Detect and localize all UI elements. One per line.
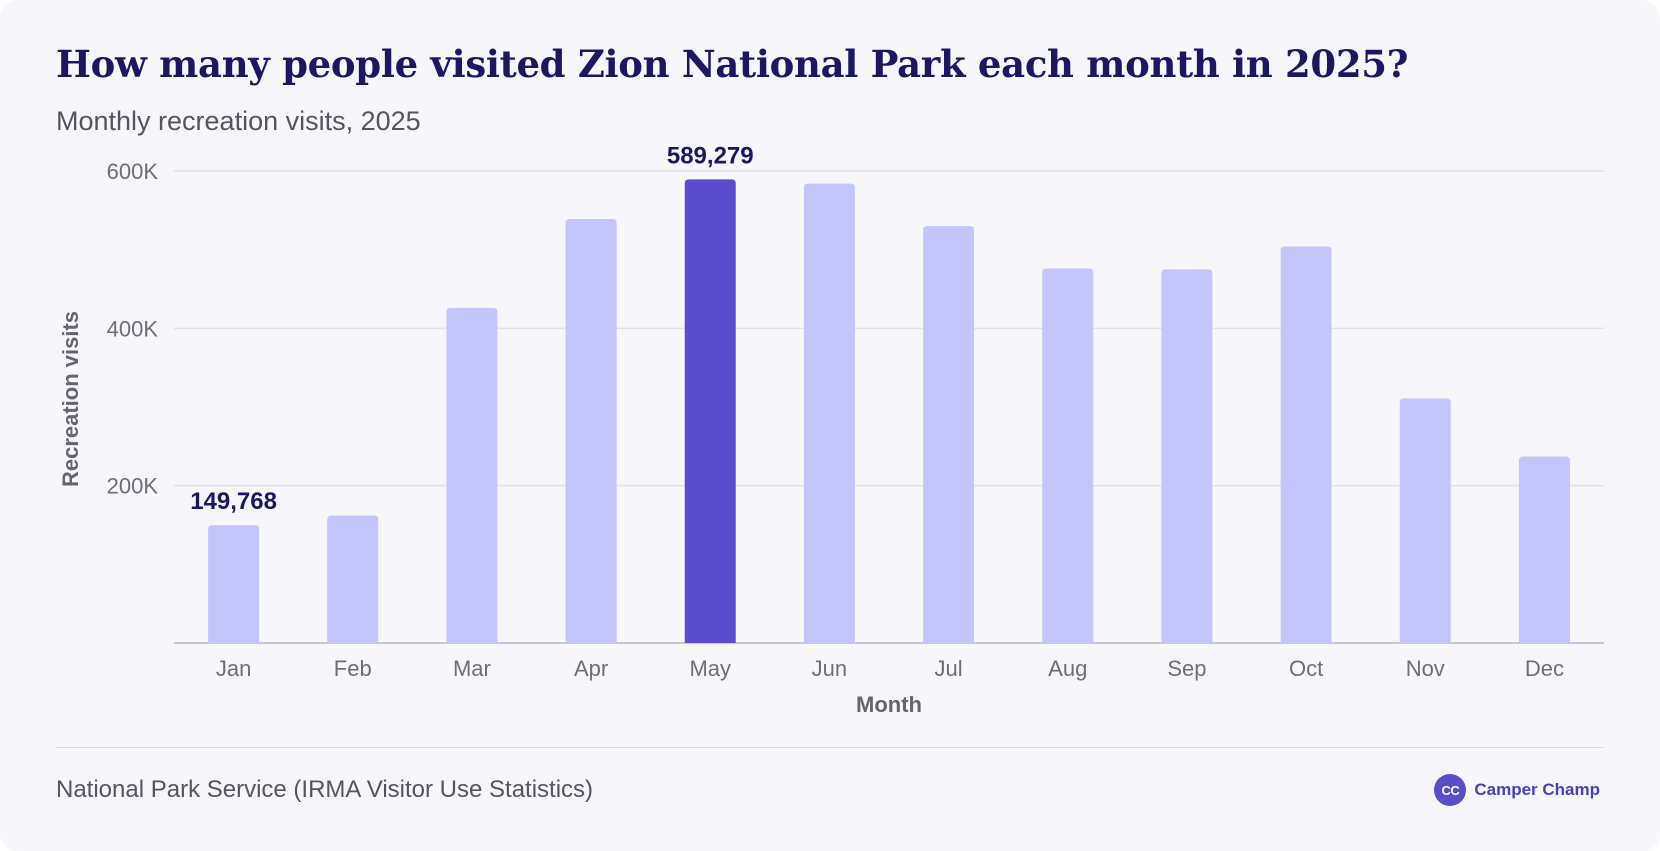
- bar-jul[interactable]: [923, 226, 975, 644]
- y-tick-label: 600K: [107, 159, 159, 184]
- bar-dec[interactable]: [1518, 456, 1570, 643]
- x-tick-label: Jun: [812, 656, 847, 681]
- x-tick-label: Mar: [453, 656, 491, 681]
- bar-jun[interactable]: [803, 183, 855, 643]
- x-tick-label: Oct: [1289, 656, 1323, 681]
- bar-sep[interactable]: [1161, 269, 1213, 643]
- bar-jan[interactable]: [208, 525, 260, 643]
- bar-oct[interactable]: [1280, 246, 1332, 643]
- y-axis-title: Recreation visits: [58, 311, 83, 487]
- camper-champ-logo-icon: CC: [1434, 774, 1467, 806]
- x-tick-label: Feb: [334, 656, 372, 681]
- x-tick-label: May: [689, 656, 731, 681]
- x-tick-label: Dec: [1525, 656, 1564, 681]
- bar-mar[interactable]: [446, 307, 498, 643]
- x-tick-label: Jan: [216, 656, 251, 681]
- bar-apr[interactable]: [565, 218, 617, 643]
- y-tick-label: 200K: [107, 474, 159, 499]
- x-tick-label: Jul: [935, 656, 963, 681]
- data-labels: 149,768 589,279: [190, 142, 753, 515]
- bar-chart: 149,768 589,279 Jan Feb Mar Apr May Jun Jul Aug S…: [58, 142, 1604, 717]
- bars: [208, 179, 1570, 644]
- bar-nov[interactable]: [1399, 398, 1451, 643]
- footer-divider: [56, 747, 1604, 748]
- gridlines: [174, 170, 1604, 644]
- x-tick-label: Sep: [1167, 656, 1206, 681]
- y-axis-ticks: 200K 400K 600K: [107, 159, 159, 499]
- bar-may[interactable]: [684, 179, 736, 644]
- bar-aug[interactable]: [1042, 268, 1094, 643]
- x-tick-label: Nov: [1406, 656, 1445, 681]
- chart-title: How many people visited Zion National Pa…: [56, 42, 1409, 86]
- y-tick-label: 400K: [107, 316, 159, 341]
- x-tick-label: Aug: [1048, 656, 1087, 681]
- x-axis-ticks: Jan Feb Mar Apr May Jun Jul Aug Sep Oct Nov Dec: [216, 656, 1564, 681]
- chart-subtitle: Monthly recreation visits, 2025: [56, 106, 421, 136]
- brand-name: Camper Champ: [1474, 780, 1600, 799]
- x-tick-label: Apr: [574, 656, 608, 681]
- source-note: National Park Service (IRMA Visitor Use …: [56, 776, 594, 803]
- bar-feb[interactable]: [327, 515, 379, 643]
- brand[interactable]: CC Camper Champ: [1434, 774, 1600, 806]
- x-axis-title: Month: [856, 692, 922, 717]
- data-label-may: 589,279: [667, 142, 754, 169]
- data-label-jan: 149,768: [190, 488, 277, 515]
